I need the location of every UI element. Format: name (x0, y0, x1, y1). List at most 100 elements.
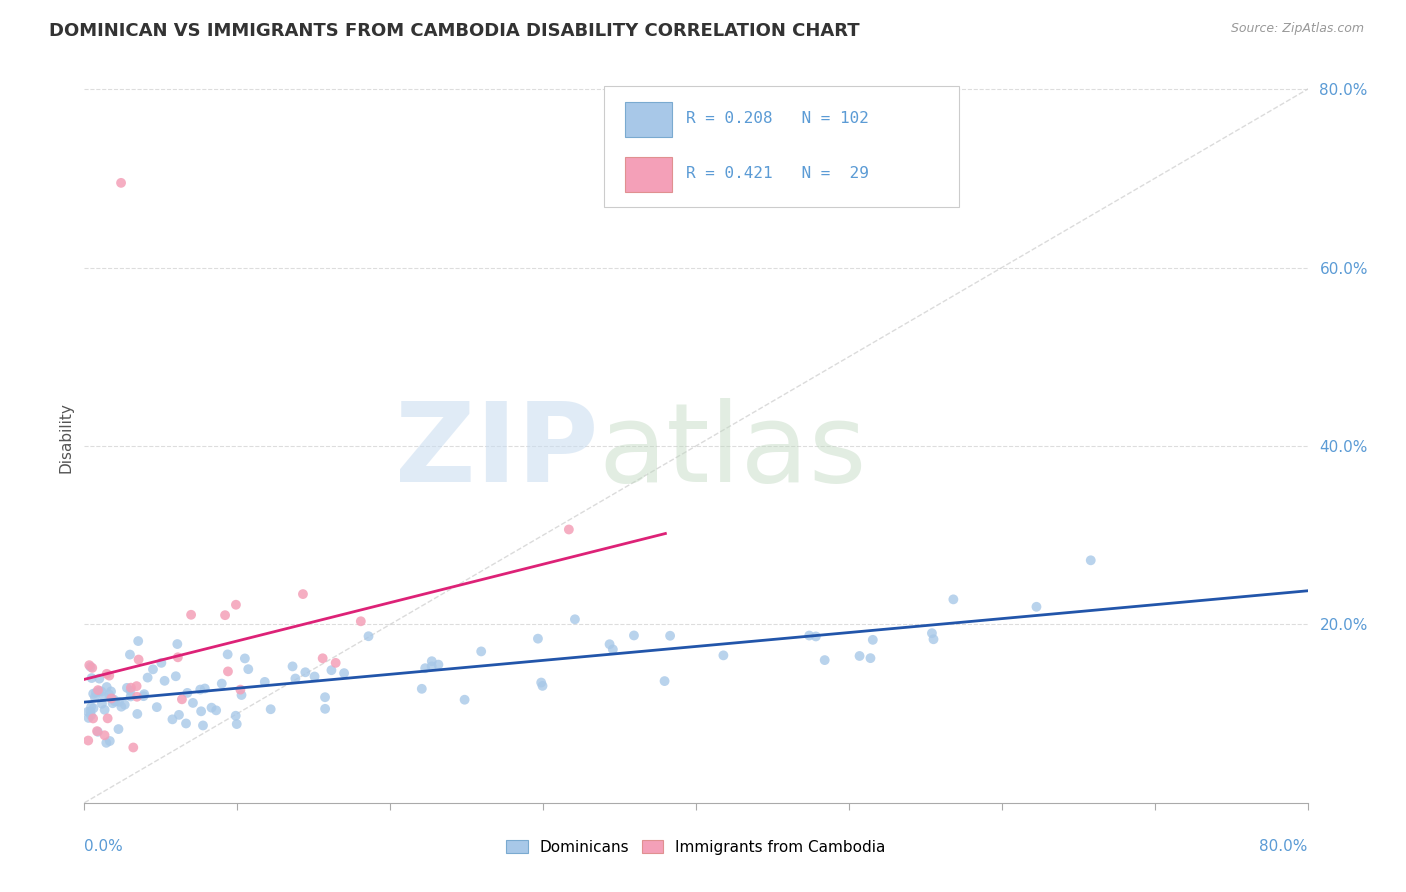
Point (122, 740, 145, 755)
Text: R = 0.208   N = 102: R = 0.208 N = 102 (686, 112, 869, 127)
Point (101, 696, 124, 710)
Point (420, 654, 443, 668)
Point (114, 698, 136, 712)
Point (170, 692, 193, 706)
Point (108, 695, 131, 709)
Point (77, 733, 100, 747)
Point (82, 711, 104, 725)
Point (120, 690, 142, 704)
Point (214, 608, 236, 623)
Point (453, 692, 475, 706)
Point (859, 651, 882, 665)
Point (132, 689, 155, 703)
Point (136, 671, 159, 685)
Text: DOMINICAN VS IMMIGRANTS FROM CAMBODIA DISABILITY CORRELATION CHART: DOMINICAN VS IMMIGRANTS FROM CAMBODIA DI… (49, 22, 860, 40)
Point (654, 674, 676, 689)
Point (253, 674, 276, 689)
Point (162, 712, 184, 726)
Point (191, 718, 214, 732)
Point (217, 665, 239, 679)
Point (80, 700, 103, 714)
Point (1025, 599, 1047, 614)
Point (194, 681, 217, 696)
Point (200, 700, 222, 714)
Point (104, 694, 127, 708)
Point (82, 701, 104, 715)
Point (470, 644, 492, 658)
Point (225, 708, 247, 723)
Point (107, 722, 129, 736)
Point (96, 736, 118, 750)
Point (174, 716, 197, 731)
Point (942, 592, 965, 607)
Point (110, 699, 132, 714)
Point (848, 648, 870, 663)
Text: R = 0.421   N =  29: R = 0.421 N = 29 (686, 166, 869, 181)
Point (231, 688, 253, 702)
Point (921, 626, 943, 640)
Point (93, 728, 115, 742)
Point (83, 690, 105, 705)
Point (82, 687, 104, 701)
Point (922, 632, 945, 647)
Point (87, 724, 110, 739)
Point (862, 632, 884, 647)
Point (314, 690, 336, 705)
Point (120, 683, 142, 698)
Point (602, 642, 624, 657)
Text: 0.0%: 0.0% (84, 839, 124, 855)
Point (211, 676, 233, 690)
Point (304, 669, 326, 683)
Point (233, 651, 256, 665)
Legend: Dominicans, Immigrants from Cambodia: Dominicans, Immigrants from Cambodia (501, 834, 891, 861)
Point (89, 684, 111, 698)
Point (127, 634, 149, 648)
Point (284, 672, 307, 686)
Point (413, 661, 436, 675)
Point (558, 523, 581, 537)
Point (804, 629, 827, 643)
Point (564, 612, 586, 626)
Point (93, 703, 115, 717)
Point (350, 614, 373, 628)
Point (86, 724, 108, 739)
Point (411, 681, 433, 696)
Point (76, 705, 98, 719)
Point (87, 683, 110, 698)
Point (659, 629, 682, 643)
Point (238, 662, 260, 676)
Bar (626, 157, 672, 192)
Point (814, 653, 837, 667)
Point (713, 648, 735, 663)
Point (427, 657, 450, 672)
Point (420, 659, 443, 673)
Point (190, 704, 212, 718)
Point (115, 681, 138, 695)
Point (217, 648, 239, 662)
Point (79, 660, 101, 674)
Y-axis label: Disability: Disability (58, 401, 73, 473)
Point (120, 681, 142, 695)
Point (1080, 553, 1102, 567)
Text: Source: ZipAtlas.com: Source: ZipAtlas.com (1230, 22, 1364, 36)
Point (150, 656, 173, 670)
Text: 80.0%: 80.0% (1260, 839, 1308, 855)
Point (799, 628, 821, 642)
Point (180, 607, 202, 622)
Point (260, 702, 283, 716)
Point (80, 708, 103, 723)
Point (281, 659, 304, 673)
Point (325, 656, 347, 670)
Point (103, 692, 125, 706)
Point (167, 707, 190, 722)
Point (125, 679, 148, 693)
Point (77, 711, 100, 725)
Point (110, 176, 132, 190)
Point (153, 673, 176, 688)
Point (294, 665, 316, 680)
Point (357, 629, 380, 643)
Point (188, 682, 211, 697)
Point (100, 684, 122, 698)
Point (333, 666, 356, 681)
Point (77, 658, 100, 673)
